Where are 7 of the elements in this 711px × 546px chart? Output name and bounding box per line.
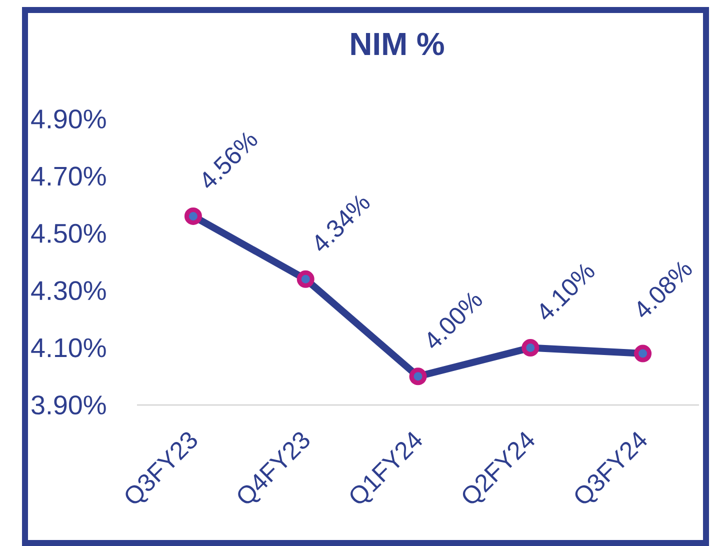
y-tick-label: 4.50% <box>31 224 106 243</box>
y-tick-label: 3.90% <box>32 395 106 415</box>
y-tick-label: 4.90% <box>31 109 106 129</box>
y-tick-label: 4.70% <box>31 166 106 186</box>
chart-title: NIM % <box>351 32 444 56</box>
y-tick-label: 4.30% <box>31 281 106 300</box>
y-tick-label: 4.10% <box>31 338 106 358</box>
